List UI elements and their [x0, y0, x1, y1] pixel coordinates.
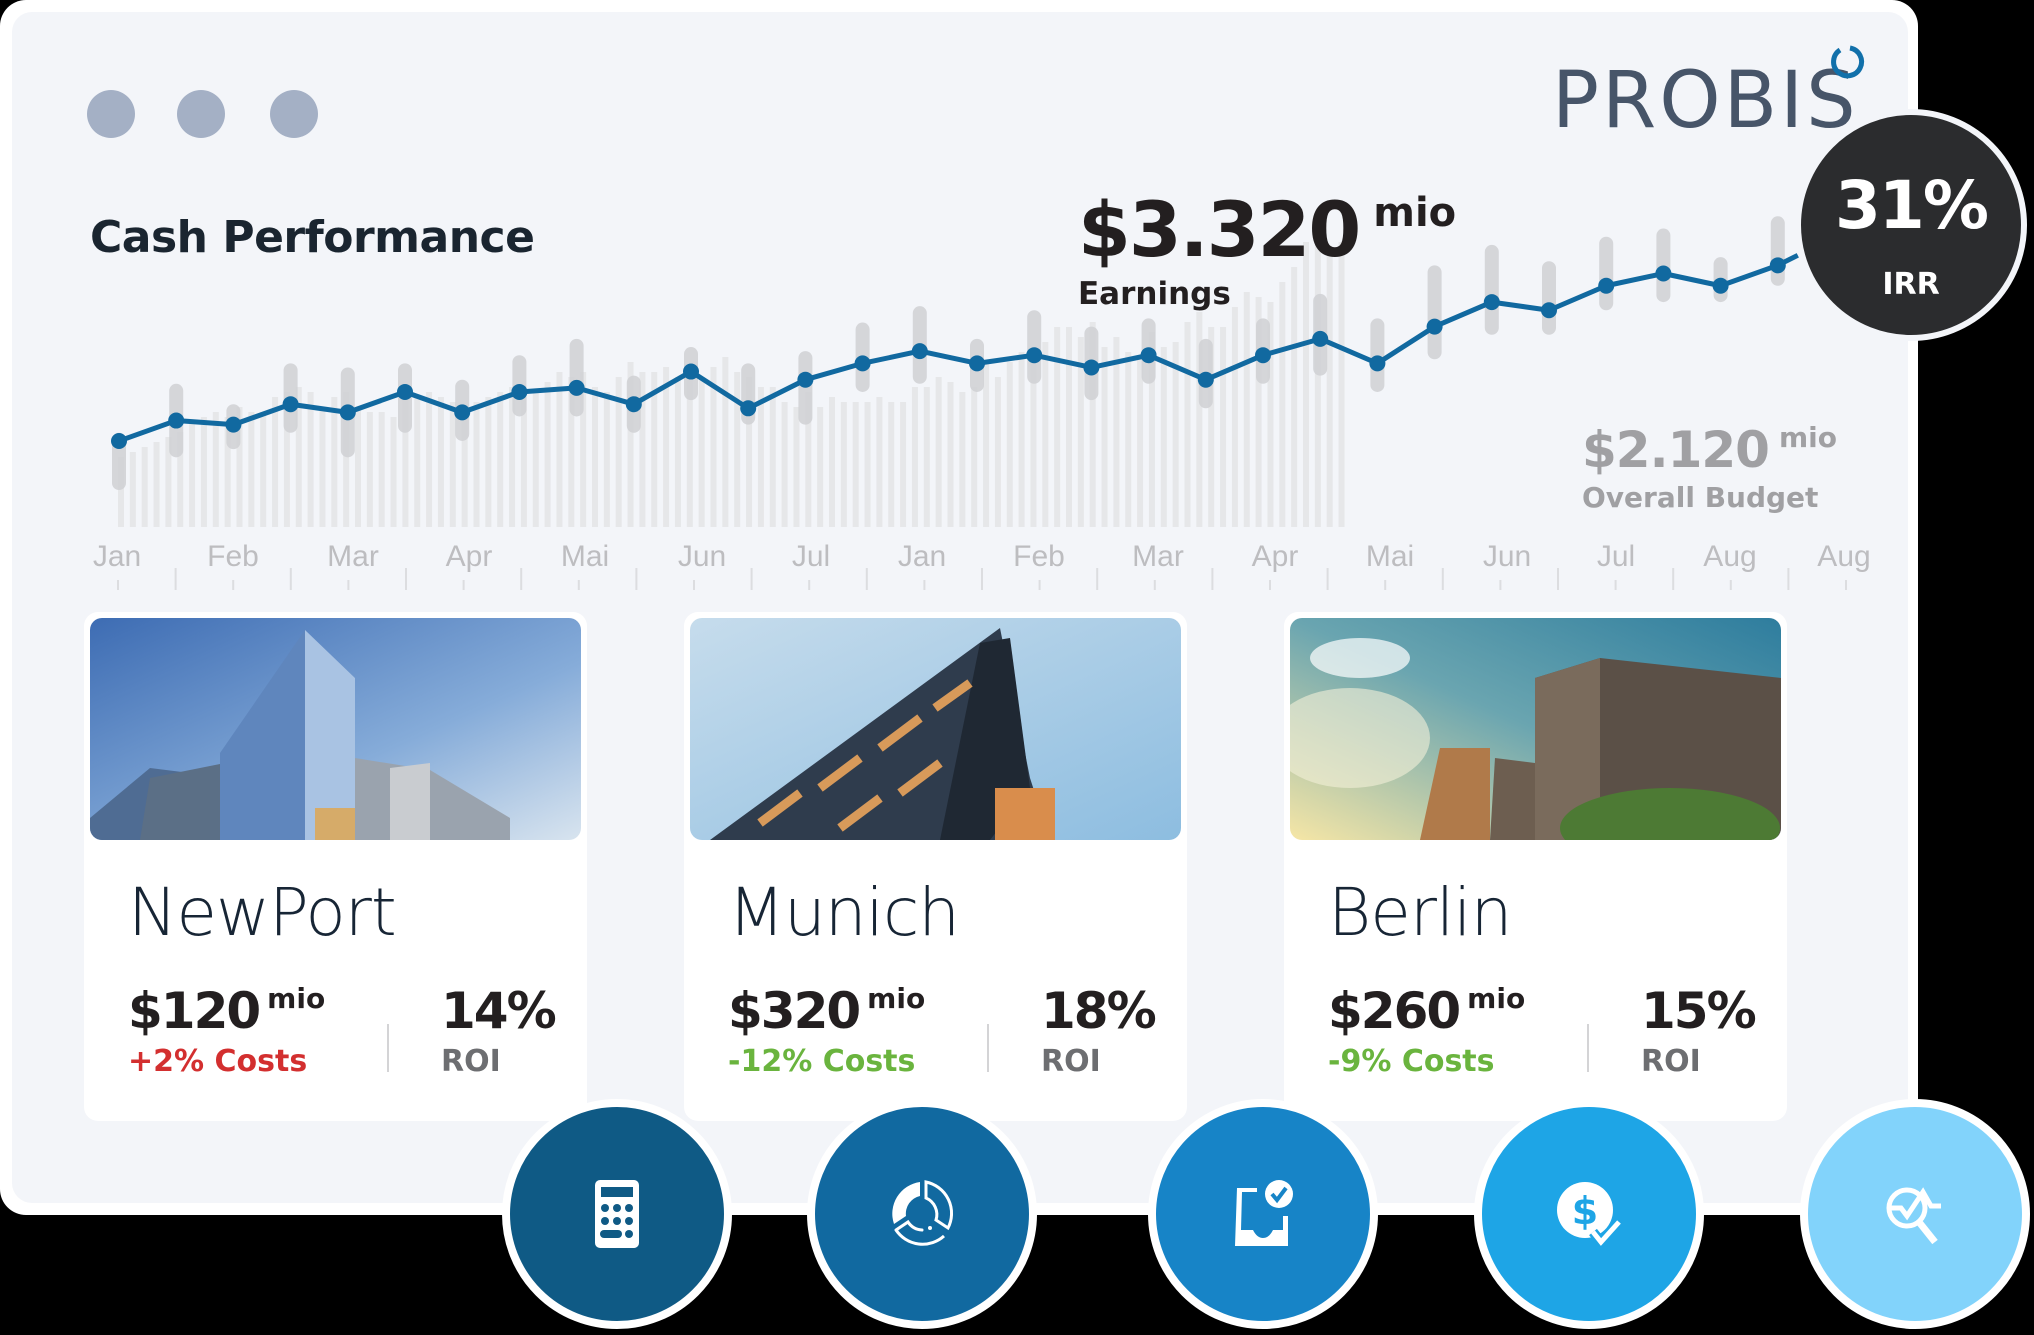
card-divider	[387, 1024, 389, 1072]
card-amount: $120 mio	[128, 982, 326, 1040]
card-title: Munich	[728, 874, 960, 951]
inbox-check-icon	[1235, 1180, 1293, 1246]
window-dot-2[interactable]	[177, 90, 225, 138]
newport-building-image	[90, 618, 581, 840]
munich-building-image	[690, 618, 1181, 840]
card-cost-delta: +2% Costs	[128, 1044, 308, 1079]
x-axis-label: Aug	[1817, 540, 1871, 573]
x-axis-label: Mai	[560, 540, 610, 573]
x-axis-label: Jul	[1596, 540, 1636, 573]
x-axis-label: Mar	[1132, 540, 1184, 573]
x-axis-label: Jan	[92, 540, 142, 573]
budget-label: Overall Budget	[1582, 481, 1819, 514]
card-roi-value: 15%	[1641, 982, 1757, 1040]
earnings-label: Earnings	[1078, 276, 1231, 312]
brand-logo: PROBIS	[1552, 56, 1859, 146]
svg-text:$: $	[1572, 1189, 1598, 1233]
calculator-icon	[595, 1180, 639, 1248]
x-axis-label: Aug	[1703, 540, 1757, 573]
budget-value: $2.120	[1582, 421, 1770, 479]
search-analytics-button[interactable]	[1800, 1099, 2030, 1329]
card-roi-label: ROI	[1641, 1044, 1701, 1079]
irr-badge: 31% IRR	[1795, 109, 2027, 341]
irr-value: 31%	[1835, 167, 1989, 244]
calculator-button[interactable]	[502, 1099, 732, 1329]
project-card-berlin[interactable]: Berlin $260 mio -9% Costs 15% ROI	[1284, 612, 1787, 1121]
x-axis-label: Mai	[1365, 540, 1415, 573]
window-dot-1[interactable]	[87, 90, 135, 138]
project-card-munich[interactable]: Munich $320 mio -12% Costs 18% ROI	[684, 612, 1187, 1121]
payments-button[interactable]: $	[1474, 1099, 1704, 1329]
card-amount: $260 mio	[1328, 982, 1526, 1040]
card-amount: $320 mio	[728, 982, 926, 1040]
card-title: NewPort	[128, 874, 397, 951]
card-divider	[987, 1024, 989, 1072]
x-axis-label: Feb	[1013, 540, 1065, 573]
earnings-summary: $3.320 mio Earnings	[1078, 190, 1457, 312]
approvals-button[interactable]	[1148, 1099, 1378, 1329]
dollar-check-icon: $	[1557, 1182, 1623, 1250]
budget-unit: mio	[1778, 421, 1837, 454]
analytics-button[interactable]	[807, 1099, 1037, 1329]
card-roi-label: ROI	[441, 1044, 501, 1079]
berlin-building-image	[1290, 618, 1781, 840]
project-card-newport[interactable]: NewPort $120 mio +2% Costs 14% ROI	[84, 612, 587, 1121]
card-roi-label: ROI	[1041, 1044, 1101, 1079]
donut-chart-icon	[892, 1180, 954, 1246]
x-axis-label: Feb	[207, 540, 259, 573]
card-divider	[1587, 1024, 1589, 1072]
x-axis-label: Apr	[1251, 540, 1299, 573]
window-dot-3[interactable]	[270, 90, 318, 138]
card-title: Berlin	[1328, 874, 1512, 951]
card-roi-value: 18%	[1041, 982, 1157, 1040]
budget-summary: $2.120 mio Overall Budget	[1582, 421, 1837, 514]
card-cost-delta: -12% Costs	[728, 1044, 916, 1079]
logo-ring-icon	[1831, 45, 1865, 79]
card-cost-delta: -9% Costs	[1328, 1044, 1495, 1079]
irr-label: IRR	[1882, 267, 1940, 302]
card-roi-value: 14%	[441, 982, 557, 1040]
x-axis-label: Mar	[327, 540, 379, 573]
earnings-value: $3.320	[1078, 185, 1361, 274]
x-axis-label: Jun	[677, 540, 727, 573]
x-axis-label: Jul	[791, 540, 831, 573]
x-axis-label: Jan	[897, 540, 947, 573]
page-title: Cash Performance	[90, 212, 535, 263]
x-axis-label: Apr	[445, 540, 493, 573]
cash-performance-chart	[111, 216, 1847, 590]
earnings-unit: mio	[1373, 190, 1457, 236]
x-axis-label: Jun	[1482, 540, 1532, 573]
search-analytics-icon	[1886, 1187, 1941, 1245]
